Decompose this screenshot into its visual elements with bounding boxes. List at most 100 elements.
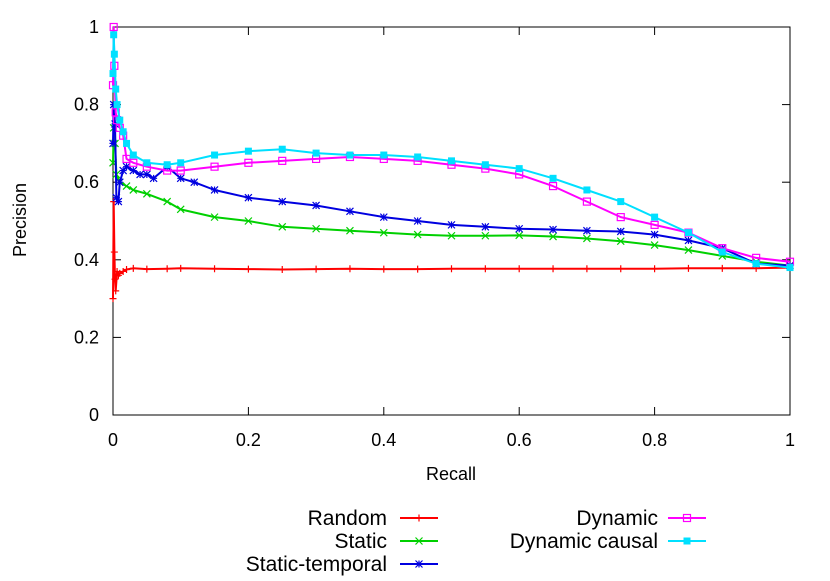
data-point xyxy=(548,181,558,191)
data-point xyxy=(177,159,185,167)
data-point xyxy=(142,170,151,179)
data-point xyxy=(129,166,138,175)
x-axis-label: Recall xyxy=(426,464,476,484)
data-point xyxy=(380,151,388,159)
data-point xyxy=(115,178,124,187)
data-point xyxy=(617,198,625,206)
data-point xyxy=(116,116,124,124)
data-point xyxy=(415,560,423,568)
data-point xyxy=(114,197,123,206)
data-point xyxy=(481,161,489,169)
x-tick-label: 0.8 xyxy=(642,430,667,450)
data-point xyxy=(684,246,693,255)
x-tick-label: 1 xyxy=(785,430,795,450)
data-point xyxy=(481,231,490,240)
data-point xyxy=(110,248,118,256)
data-point xyxy=(244,217,253,225)
x-tick-label: 0.2 xyxy=(236,430,261,450)
series-static xyxy=(109,123,794,270)
x-tick-label: 0 xyxy=(108,430,118,450)
data-point xyxy=(163,265,171,273)
data-point xyxy=(312,265,320,273)
data-point xyxy=(718,248,726,256)
data-point xyxy=(177,264,185,272)
data-point xyxy=(684,236,693,245)
data-point xyxy=(583,265,591,273)
data-point xyxy=(616,213,625,222)
data-point xyxy=(278,266,286,273)
data-point xyxy=(210,186,219,194)
data-point xyxy=(190,178,199,187)
data-point xyxy=(379,228,388,237)
data-point xyxy=(346,207,354,216)
y-tick-label: 0.4 xyxy=(74,250,99,270)
legend-label: Static xyxy=(334,530,387,553)
data-point xyxy=(582,197,592,206)
data-point xyxy=(752,260,760,268)
y-tick-label: 0.2 xyxy=(74,327,99,347)
data-point xyxy=(278,197,287,206)
plot-series xyxy=(108,22,795,303)
data-point xyxy=(379,213,388,222)
data-point xyxy=(312,201,321,210)
data-point xyxy=(617,265,625,273)
data-point xyxy=(129,264,137,272)
data-point xyxy=(110,50,118,58)
data-point xyxy=(176,166,185,175)
data-point xyxy=(109,22,118,32)
data-point xyxy=(515,224,524,233)
data-point xyxy=(109,70,117,78)
series-static-temporal xyxy=(109,100,794,270)
data-point xyxy=(149,174,158,183)
legend-entry: Dynamic xyxy=(576,507,706,530)
data-point xyxy=(346,151,354,159)
data-point xyxy=(346,226,354,235)
data-point xyxy=(110,31,118,39)
data-point xyxy=(682,513,692,523)
series-line xyxy=(112,26,791,263)
data-point xyxy=(111,275,119,283)
y-tick-label: 0.6 xyxy=(74,172,99,192)
series-dynamic xyxy=(108,22,795,266)
data-point xyxy=(616,237,625,246)
data-point xyxy=(448,157,455,165)
data-point xyxy=(210,162,219,171)
x-tick-label: 0.6 xyxy=(507,430,532,450)
data-point xyxy=(346,265,354,273)
data-point xyxy=(244,158,253,167)
data-point xyxy=(112,193,121,202)
data-point xyxy=(129,151,137,159)
data-point xyxy=(211,151,219,159)
data-point xyxy=(414,153,422,161)
data-point xyxy=(515,165,523,173)
data-point xyxy=(244,147,252,155)
data-point xyxy=(119,128,127,136)
data-point xyxy=(549,225,557,234)
data-point xyxy=(447,220,456,229)
data-point xyxy=(582,234,591,243)
data-point xyxy=(684,264,692,272)
data-point xyxy=(651,213,659,221)
axes xyxy=(112,26,791,416)
data-point xyxy=(549,265,557,273)
data-point xyxy=(515,265,523,273)
data-point xyxy=(312,149,320,157)
data-point xyxy=(123,266,131,273)
data-point xyxy=(414,265,422,273)
data-point xyxy=(448,265,455,273)
data-point xyxy=(651,265,659,273)
legend-label: Static-temporal xyxy=(246,553,387,576)
legend-label: Dynamic xyxy=(576,507,658,530)
data-point xyxy=(143,159,151,167)
data-point xyxy=(447,231,456,240)
data-point xyxy=(718,264,726,272)
data-point xyxy=(684,229,692,237)
data-point xyxy=(616,227,625,236)
plot-frame xyxy=(112,26,791,416)
data-point xyxy=(176,174,185,183)
data-point xyxy=(549,174,557,182)
data-point xyxy=(515,231,524,240)
data-point xyxy=(278,145,286,153)
data-point xyxy=(142,189,151,198)
data-point xyxy=(123,139,131,147)
